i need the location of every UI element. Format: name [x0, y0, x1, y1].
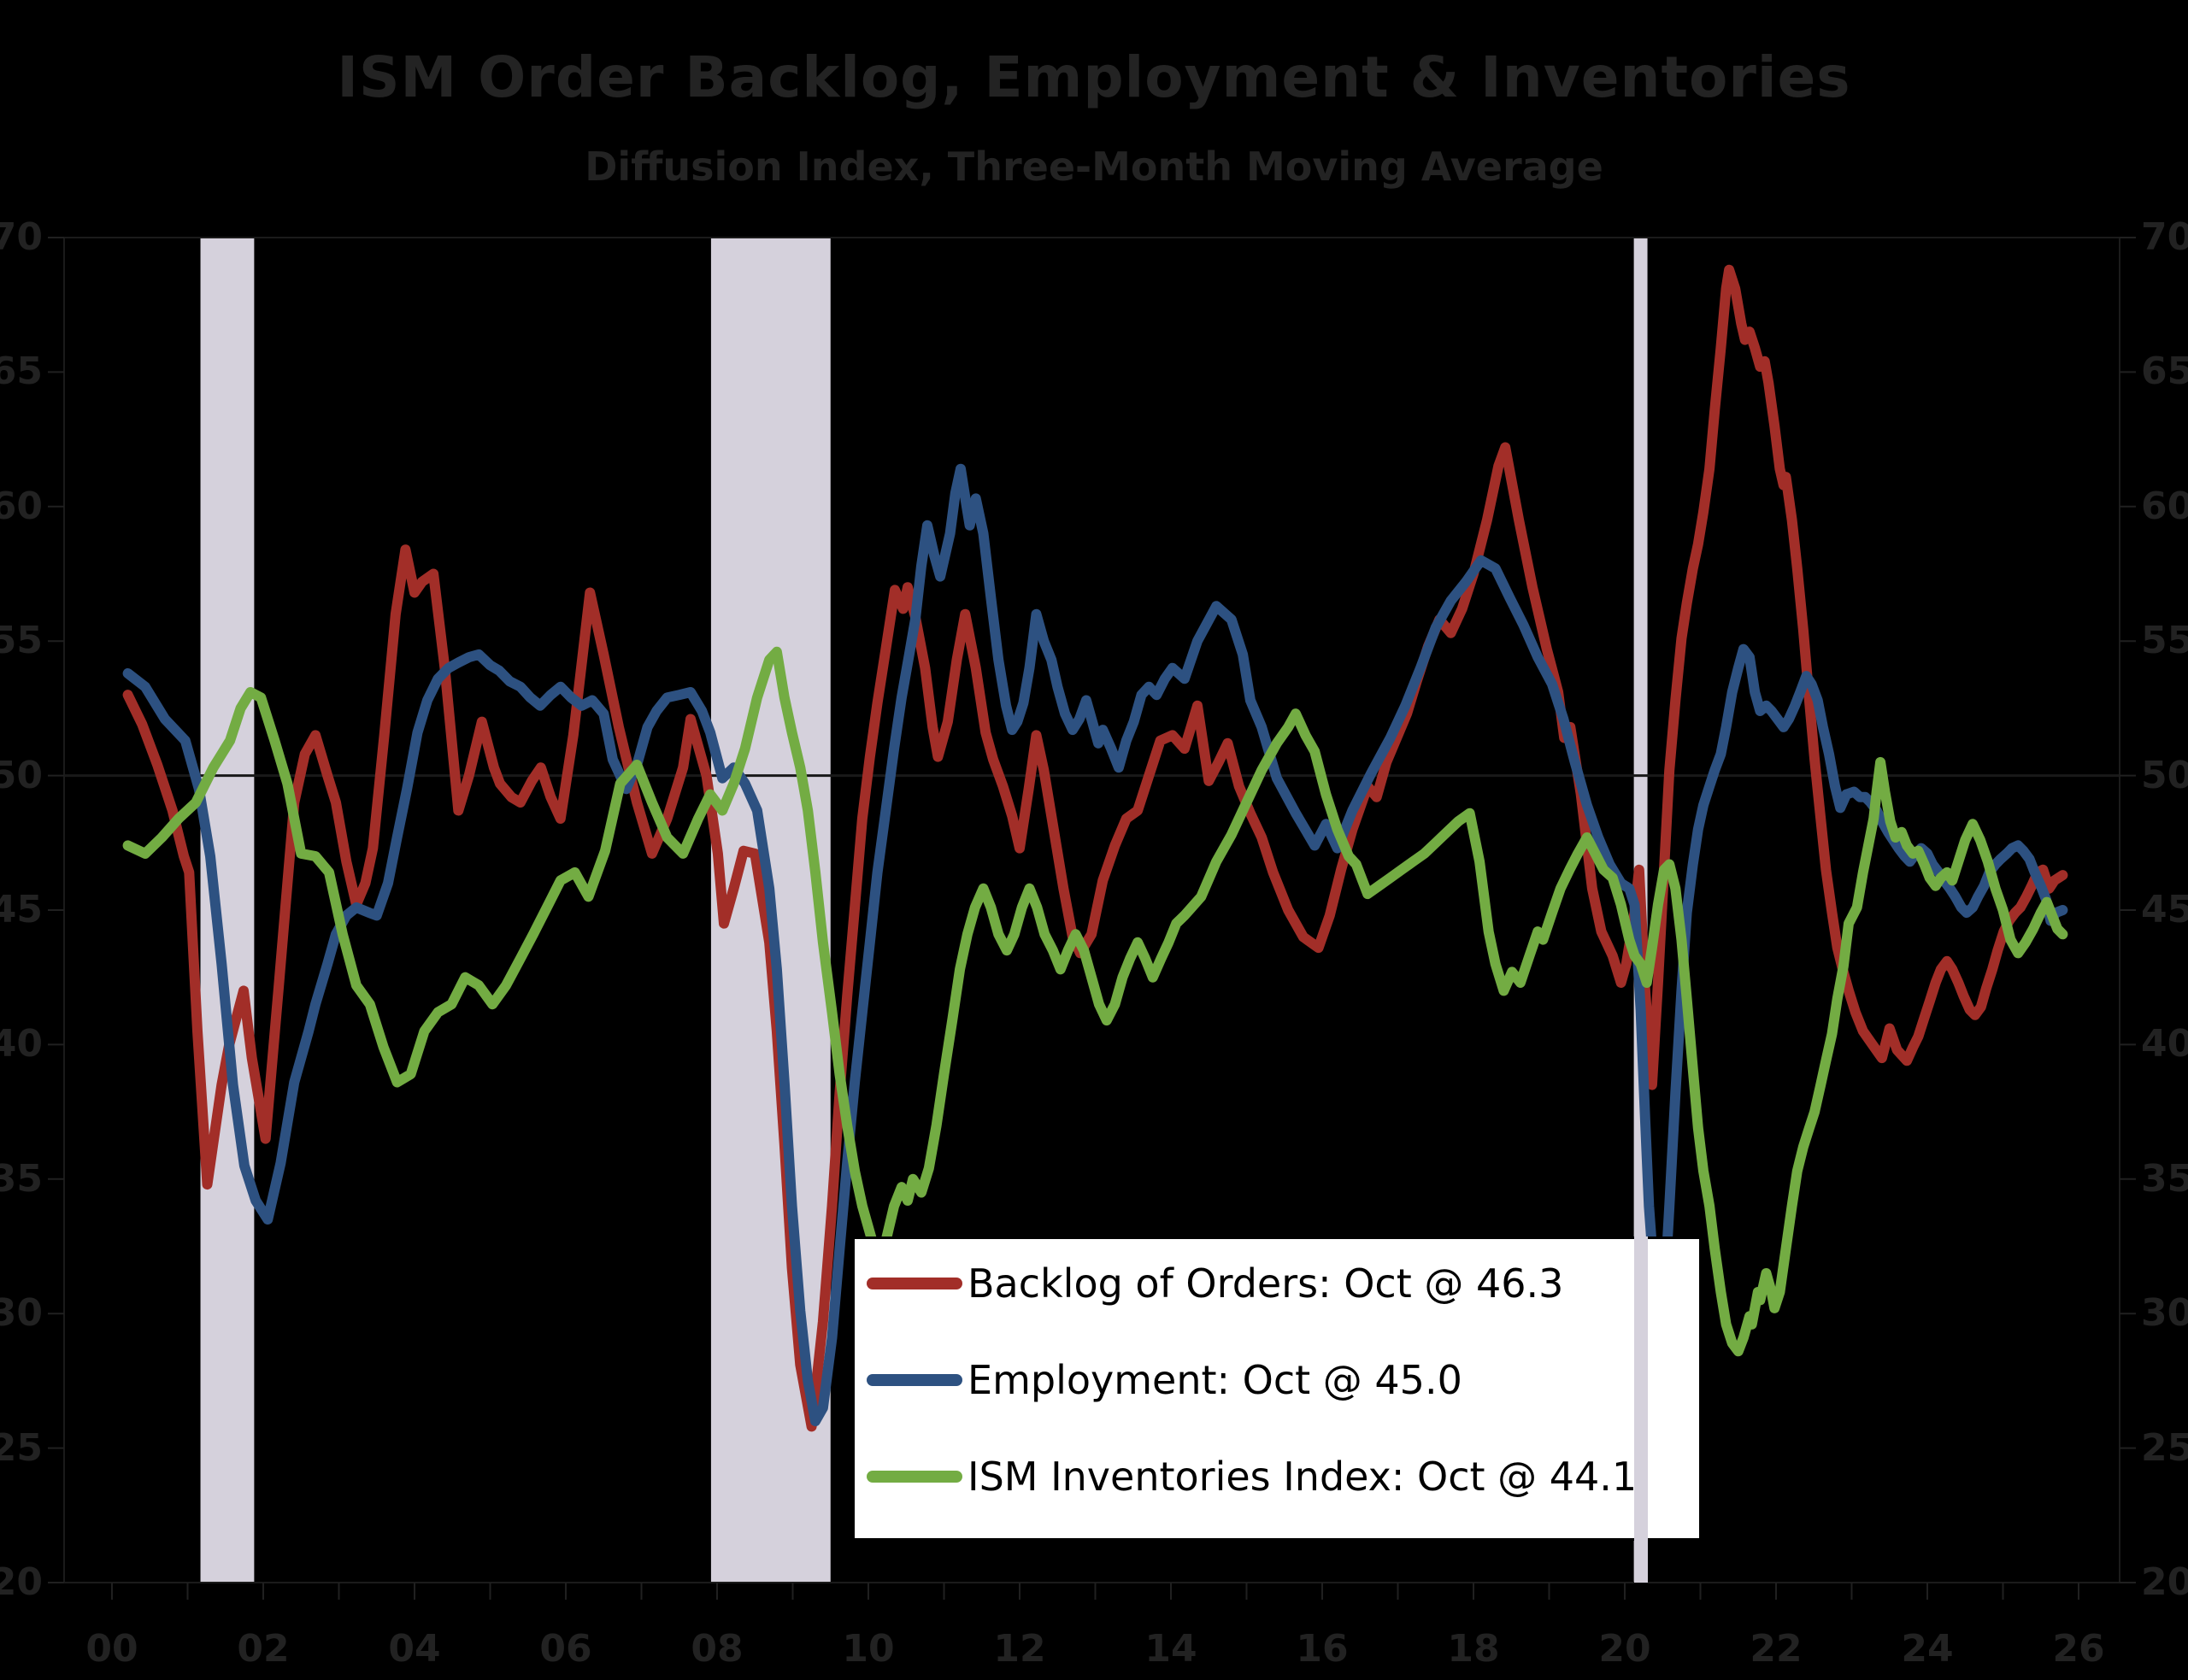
legend-label-inventories: ISM Inventories Index: Oct @ 44.1: [968, 1454, 1638, 1500]
x-axis-label: 20: [1598, 1627, 1651, 1671]
y-axis-label-left: 35: [0, 1156, 43, 1201]
legend-item-employment: Employment: Oct @ 45.0: [867, 1357, 1462, 1403]
x-axis-label: 12: [993, 1627, 1046, 1671]
y-axis-label-right: 40: [2141, 1022, 2188, 1066]
y-axis-label-left: 65: [0, 350, 43, 394]
y-axis-label-right: 70: [2141, 215, 2188, 259]
x-axis-label: 04: [388, 1627, 441, 1671]
y-axis-label-right: 35: [2141, 1156, 2188, 1201]
chart-title: ISM Order Backlog, Employment & Inventor…: [337, 44, 1851, 110]
chart-subtitle: Diffusion Index, Three-Month Moving Aver…: [585, 144, 1603, 190]
y-axis-label-right: 55: [2141, 619, 2188, 663]
x-axis-label: 02: [237, 1627, 290, 1671]
x-axis-label: 06: [539, 1627, 592, 1671]
y-axis-label-left: 60: [0, 484, 43, 528]
x-axis-label: 08: [691, 1627, 744, 1671]
legend-item-backlog: Backlog of Orders: Oct @ 46.3: [867, 1260, 1564, 1307]
inventories-line-swatch: [867, 1471, 962, 1483]
y-axis-label-right: 65: [2141, 350, 2188, 394]
y-axis-label-right: 50: [2141, 753, 2188, 797]
y-axis-label-left: 55: [0, 619, 43, 663]
x-axis-label: 18: [1447, 1627, 1500, 1671]
x-axis-label: 14: [1144, 1627, 1197, 1671]
employment-line: [122, 463, 2068, 1427]
x-axis-label: 22: [1750, 1627, 1803, 1671]
y-axis-label-right: 25: [2141, 1425, 2188, 1470]
y-axis-label-left: 50: [0, 753, 43, 797]
y-axis-label-left: 30: [0, 1291, 43, 1336]
y-axis-label-right: 30: [2141, 1291, 2188, 1336]
x-axis-label: 00: [85, 1627, 138, 1671]
y-axis-label-left: 40: [0, 1022, 43, 1066]
x-axis-label: 24: [1901, 1627, 1954, 1671]
y-axis-label-left: 25: [0, 1425, 43, 1470]
x-axis-label: 10: [842, 1627, 895, 1671]
y-axis-label-right: 60: [2141, 484, 2188, 528]
backlog-of-orders-line: [122, 264, 2068, 1432]
y-axis-label-right: 45: [2141, 888, 2188, 931]
recession-band-0: [200, 238, 255, 1583]
y-axis-label-left: 45: [0, 888, 43, 931]
legend: Backlog of Orders: Oct @ 46.3 Employment…: [852, 1237, 1702, 1541]
y-axis-label-left: 20: [0, 1560, 43, 1604]
y-axis-label-right: 20: [2141, 1560, 2188, 1604]
ism-inventories-line: [122, 646, 2068, 1357]
backlog-line-swatch: [867, 1278, 962, 1289]
y-axis-label-left: 70: [0, 215, 43, 259]
x-axis-label: 16: [1296, 1627, 1349, 1671]
legend-item-inventories: ISM Inventories Index: Oct @ 44.1: [867, 1454, 1638, 1500]
legend-label-backlog: Backlog of Orders: Oct @ 46.3: [968, 1260, 1564, 1307]
legend-label-employment: Employment: Oct @ 45.0: [968, 1357, 1462, 1403]
x-axis-label: 26: [2052, 1627, 2105, 1671]
employment-line-swatch: [867, 1374, 962, 1386]
recession-band-2020-overlay: [1633, 1237, 1648, 1583]
